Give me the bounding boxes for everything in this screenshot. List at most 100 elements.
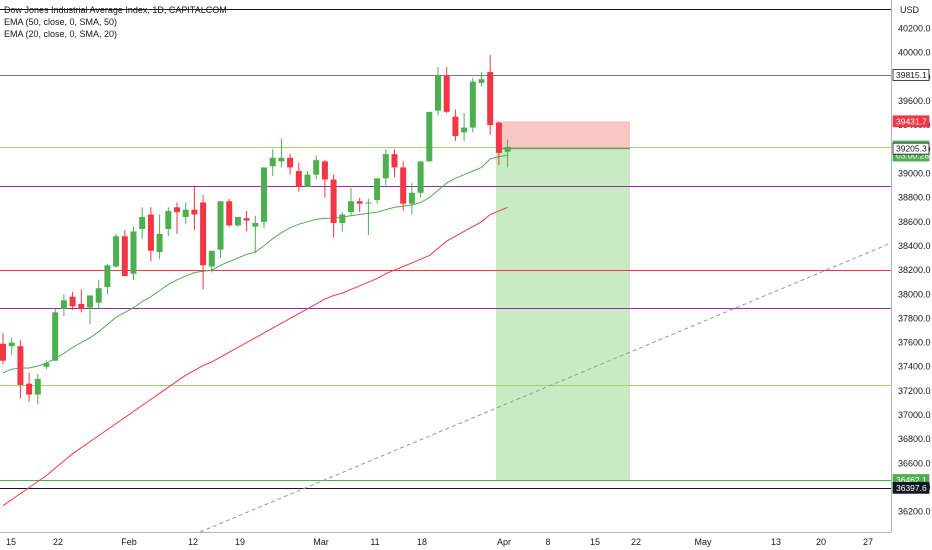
candle-body xyxy=(165,210,172,230)
price-label-text: 39815.1 xyxy=(896,70,927,80)
candle-body xyxy=(269,157,276,167)
candle-body xyxy=(191,209,198,215)
candle-body xyxy=(287,157,294,168)
time-tick-label: 22 xyxy=(53,537,63,547)
stop-loss-zone xyxy=(495,121,630,149)
candle-body xyxy=(8,342,15,347)
take-profit-zone xyxy=(495,148,630,481)
price-tick-label: 36600.0 xyxy=(898,458,931,468)
time-tick-label: 12 xyxy=(188,537,198,547)
price-tick-label: 36200.0 xyxy=(898,507,931,517)
price-tick-label: 39600.0 xyxy=(898,96,931,106)
price-tick-label: 37800.0 xyxy=(898,313,931,323)
candle-body xyxy=(435,75,441,111)
candle-body xyxy=(130,231,137,274)
time-tick-label: 20 xyxy=(816,537,826,547)
currency-label: USD xyxy=(900,5,920,15)
candle-body xyxy=(356,201,363,204)
candle-body xyxy=(495,122,502,153)
price-tick-label: 37000.0 xyxy=(898,410,931,420)
price-label-text: 39205.3 xyxy=(896,144,927,154)
candle-body xyxy=(382,154,389,179)
time-tick-label: 13 xyxy=(771,537,781,547)
candle-body xyxy=(365,202,372,204)
candle-body xyxy=(261,167,267,222)
price-tick-label: 37600.0 xyxy=(898,338,931,348)
time-tick-label: 15 xyxy=(6,537,16,547)
time-tick-label: 19 xyxy=(235,537,245,547)
candle-body xyxy=(295,171,302,187)
time-tick-label: 27 xyxy=(863,537,873,547)
time-tick-label: 11 xyxy=(370,537,379,547)
candle-body xyxy=(443,75,450,112)
price-tick-label: 38400.0 xyxy=(898,241,931,251)
time-tick-label: 15 xyxy=(590,537,600,547)
candle-body xyxy=(147,214,154,251)
price-tick-label: 36800.0 xyxy=(898,434,931,444)
ema50-line xyxy=(2,206,508,507)
time-tick-label: Feb xyxy=(121,537,137,547)
candle-body xyxy=(34,378,41,395)
ema20-legend: EMA (20, close, 0, SMA, 20) xyxy=(4,29,118,39)
price-tick-label: 37400.0 xyxy=(898,362,931,372)
candle-body xyxy=(217,201,224,250)
candle-body xyxy=(339,214,346,223)
candle-body xyxy=(304,174,311,187)
candle-body xyxy=(52,312,59,361)
candle-body xyxy=(104,265,111,288)
candle-body xyxy=(43,363,50,367)
dashed-trendline xyxy=(199,242,892,533)
candle-body xyxy=(374,178,381,201)
time-tick-label: Apr xyxy=(497,537,511,547)
time-tick-label: 18 xyxy=(417,537,427,547)
candle-body xyxy=(60,300,67,309)
candle-body xyxy=(330,179,337,223)
candle-body xyxy=(174,207,180,213)
candle-body xyxy=(408,192,415,204)
candle-body xyxy=(469,81,476,128)
price-tick-label: 38000.0 xyxy=(898,289,931,299)
candle-body xyxy=(321,161,328,180)
chart-title: Dow Jones Industrial Average Index, 1D, … xyxy=(4,5,227,15)
time-tick-label: Mar xyxy=(313,537,329,547)
candle-body xyxy=(478,79,485,83)
price-label-box xyxy=(892,69,930,81)
candle-body xyxy=(121,236,128,277)
chart-legend: Dow Jones Industrial Average Index, 1D, … xyxy=(4,4,227,40)
candle-body xyxy=(139,216,146,230)
candle-body xyxy=(504,146,511,152)
price-tick-label: 37200.0 xyxy=(898,386,931,396)
candle-body xyxy=(78,303,85,309)
candle-body xyxy=(17,346,24,385)
candle-body xyxy=(26,383,33,395)
candle-body xyxy=(87,295,93,308)
candle-body xyxy=(461,127,468,133)
price-tick-label: 38800.0 xyxy=(898,193,931,203)
candle-body xyxy=(208,250,215,267)
candle-body xyxy=(252,222,259,227)
price-label-text: 39431.7 xyxy=(896,116,927,126)
price-label-text: 36397.6 xyxy=(896,483,927,493)
price-tick-label: 40000.0 xyxy=(898,48,931,58)
candle-body xyxy=(243,218,250,221)
ema20-line xyxy=(2,154,508,374)
candle-body xyxy=(95,288,102,303)
candle-body xyxy=(400,167,407,204)
candle-body xyxy=(113,236,120,267)
time-tick-label: 22 xyxy=(631,537,641,547)
candle-body xyxy=(348,201,354,213)
price-label-box xyxy=(892,481,930,494)
candle-body xyxy=(226,201,233,226)
price-tick-label: 39000.0 xyxy=(898,168,931,178)
candle-body xyxy=(313,160,320,175)
candle-body xyxy=(426,111,433,162)
price-label-box xyxy=(892,142,930,155)
countdown-label-text: 03:00:28 xyxy=(896,151,929,161)
price-label-text: 36462.1 xyxy=(896,475,927,485)
candle-body xyxy=(200,202,207,266)
price-label-box xyxy=(892,115,930,128)
candle-body xyxy=(391,154,398,168)
candle-body xyxy=(182,209,189,217)
